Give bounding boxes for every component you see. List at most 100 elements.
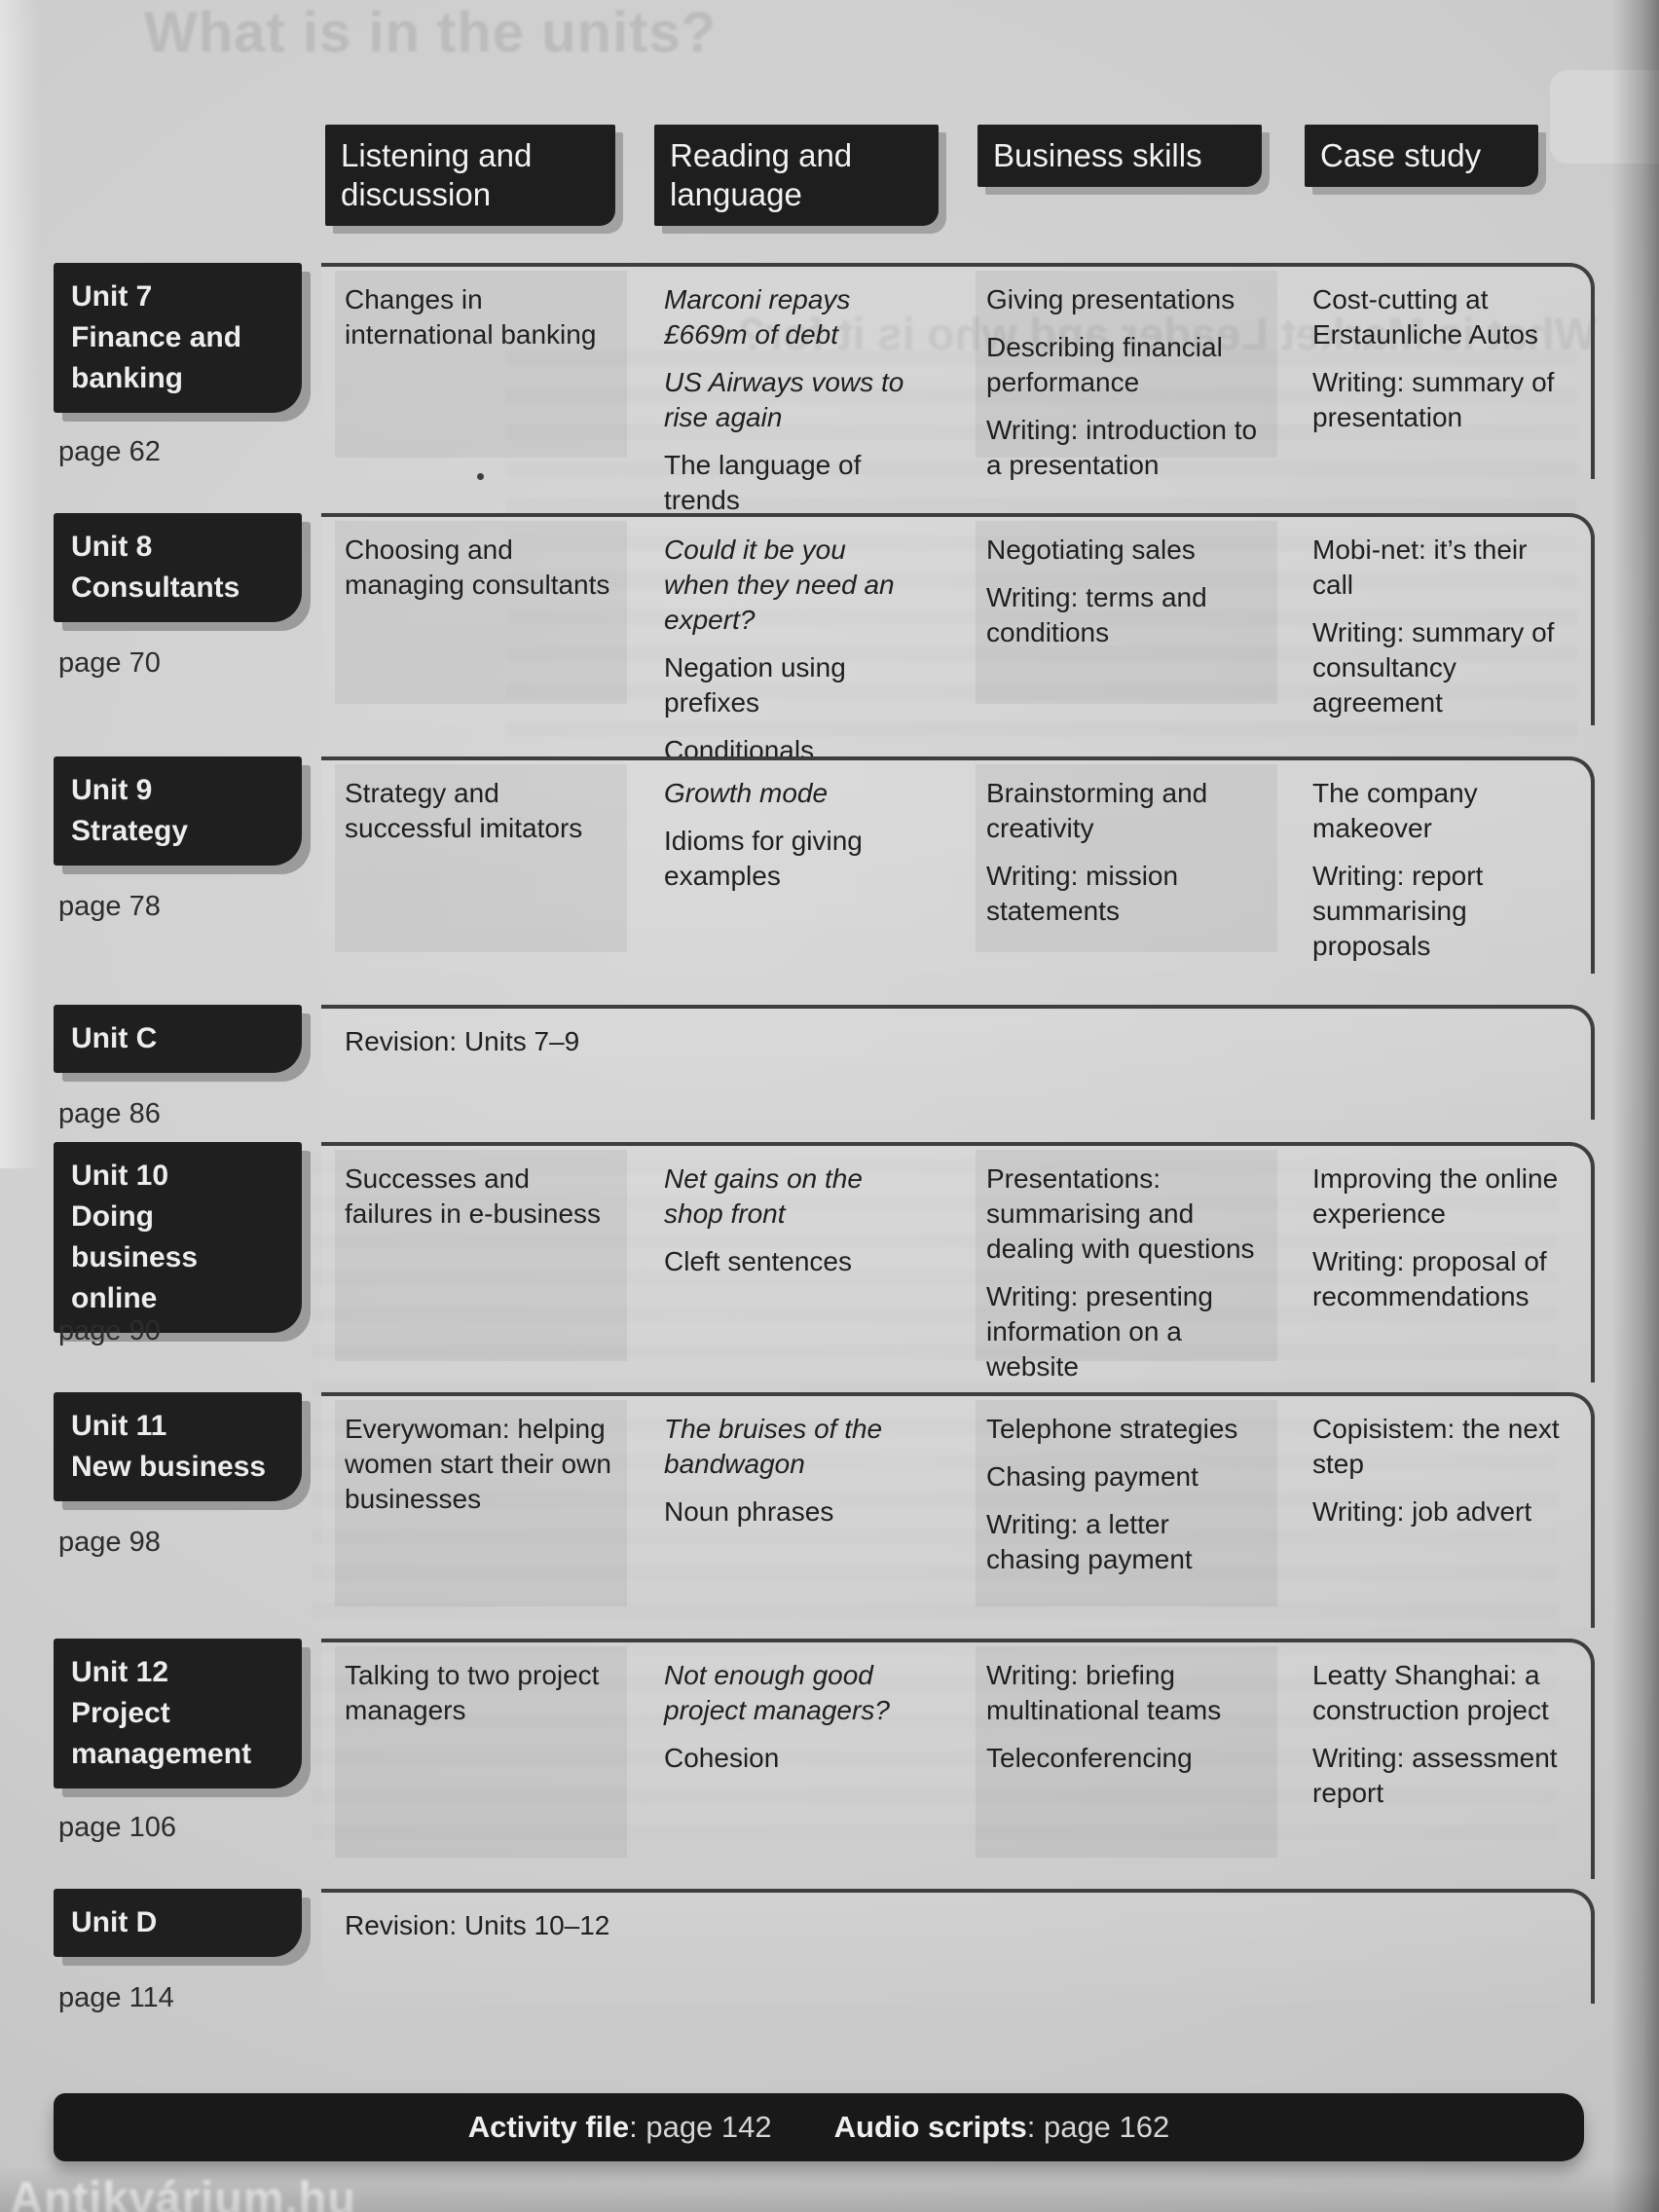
unit-10-label-box: Unit 10 Doing business online [54,1142,302,1333]
unit-9-case-study-cell: The company makeover Writing: report sum… [1312,776,1570,977]
case-study-item: Leatty Shanghai: a construction project [1312,1660,1549,1725]
unit-8-listening-cell: Choosing and managing consultants [345,533,622,615]
business-skills-item: Brainstorming and creativity [986,778,1208,843]
unit-11-page-ref: page 98 [58,1527,161,1558]
unit-d-content-panel: Revision: Units 10–12 [321,1889,1595,2004]
unit-10-listening-cell: Successes and failures in e-business [345,1161,622,1244]
ink-speck [477,473,484,480]
listening-item: Strategy and successful imitators [345,778,583,843]
reading-item: Marconi repays £669m of debt [664,284,851,350]
unit-8-content-panel: Choosing and managing consultants Could … [321,513,1595,765]
ghost-page-title: What is in the units? [144,1,718,64]
unit-number: Unit 7 [71,280,153,313]
column-header-listening: Listening and discussion [325,125,615,226]
unit-12-listening-cell: Talking to two project managers [345,1658,622,1741]
listening-item: Choosing and managing consultants [345,535,610,600]
revision-text: Revision: Units 10–12 [345,1910,610,1940]
reading-item: Growth mode [664,778,829,808]
unit-title-line: online [71,1282,158,1314]
unit-title-line: New business [71,1451,267,1483]
unit-title-line: Finance and [71,321,242,353]
column-tint [335,764,627,952]
reading-item: The bruises of the bandwagon [664,1414,883,1479]
business-skills-item: Teleconferencing [986,1743,1193,1773]
activity-file-ref: Activity file: page 142 [468,2110,772,2145]
unit-title-line: Doing business [71,1200,199,1273]
column-tint [335,1150,627,1361]
unit-7-label-box: Unit 7 Finance and banking [54,263,302,413]
unit-11-reading-cell: The bruises of the bandwagon Noun phrase… [664,1412,909,1542]
listening-item: Talking to two project managers [345,1660,600,1725]
reading-item: Cohesion [664,1743,780,1773]
unit-c-page-ref: page 86 [58,1098,161,1129]
unit-12-label-box: Unit 12 Project management [54,1639,302,1788]
column-tint [976,521,1277,704]
column-tint [335,1400,627,1606]
case-study-item: The company makeover [1312,778,1478,843]
unit-8-business-skills-cell: Negotiating sales Writing: terms and con… [986,533,1271,663]
unit-7-reading-cell: Marconi repays £669m of debt US Airways … [664,282,909,531]
unit-11-content-panel: Everywoman: helping women start their ow… [321,1392,1595,1628]
column-header-reading: Reading and language [654,125,939,226]
unit-7-listening-cell: Changes in international banking [345,282,622,365]
watermark-antikvarium: Antikvárium.hu [10,2171,356,2212]
business-skills-item: Negotiating sales [986,535,1196,565]
listening-item: Everywoman: helping women start their ow… [345,1414,611,1514]
unit-10-page-ref: page 90 [58,1315,161,1346]
column-tint [976,1150,1277,1361]
unit-12-business-skills-cell: Writing: briefing multinational teams Te… [986,1658,1271,1788]
unit-d-revision-cell: Revision: Units 10–12 [345,1908,1221,1956]
column-tint [976,1646,1277,1858]
revision-text: Revision: Units 7–9 [345,1026,580,1056]
audio-scripts-page: : page 162 [1026,2110,1170,2144]
column-header-label: Business skills [993,137,1202,173]
unit-title-line: Strategy [71,815,189,847]
unit-7-content-panel: Changes in international banking Marconi… [321,263,1595,515]
unit-c-content-panel: Revision: Units 7–9 [321,1005,1595,1120]
unit-d-label-box: Unit D [54,1889,302,1957]
listening-item: Changes in international banking [345,284,597,350]
case-study-item: Writing: summary of consultancy agreemen… [1312,617,1555,718]
unit-12-case-study-cell: Leatty Shanghai: a construction project … [1312,1658,1570,1824]
unit-7-page-ref: page 62 [58,436,161,467]
audio-scripts-label: Audio scripts [833,2110,1027,2144]
column-header-label: Case study [1320,137,1482,173]
unit-9-business-skills-cell: Brainstorming and creativity Writing: mi… [986,776,1271,941]
unit-10-business-skills-cell: Presentations: summarising and dealing w… [986,1161,1271,1397]
business-skills-item: Writing: introduction to a presentation [986,415,1258,480]
unit-8-case-study-cell: Mobi-net: it’s their call Writing: summa… [1312,533,1570,733]
business-skills-item: Writing: terms and conditions [986,582,1207,647]
page-edge-shadow [1612,0,1659,2212]
unit-9-reading-cell: Growth mode Idioms for giving examples [664,776,909,906]
case-study-item: Cost-cutting at Erstaunliche Autos [1312,284,1538,350]
column-header-case-study: Case study [1305,125,1538,187]
unit-number: Unit C [71,1022,158,1054]
unit-11-case-study-cell: Copisistem: the next step Writing: job a… [1312,1412,1570,1542]
activity-file-page: : page 142 [629,2110,772,2144]
page-curl [1550,70,1659,164]
unit-title-line: Project [71,1697,170,1729]
unit-9-label-box: Unit 9 Strategy [54,756,302,866]
reading-item: Idioms for giving examples [664,826,863,891]
unit-title-line: banking [71,362,184,394]
unit-10-reading-cell: Net gains on the shop front Cleft senten… [664,1161,909,1292]
unit-8-page-ref: page 70 [58,647,161,679]
business-skills-item: Chasing payment [986,1461,1198,1492]
column-tint [335,271,627,458]
unit-8-reading-cell: Could it be you when they need an expert… [664,533,909,781]
business-skills-item: Writing: mission statements [986,861,1179,926]
reading-item: Noun phrases [664,1496,834,1527]
business-skills-item: Telephone strategies [986,1414,1238,1444]
unit-12-content-panel: Talking to two project managers Not enou… [321,1639,1595,1879]
unit-12-reading-cell: Not enough good project managers? Cohesi… [664,1658,909,1788]
unit-9-content-panel: Strategy and successful imitators Growth… [321,756,1595,974]
activity-file-label: Activity file [467,2110,630,2144]
case-study-item: Writing: summary of presentation [1312,367,1555,432]
reading-item: Cleft sentences [664,1246,852,1276]
footer-bar: Activity file: page 142 Audio scripts: p… [54,2093,1584,2161]
unit-11-business-skills-cell: Telephone strategies Chasing payment Wri… [986,1412,1271,1590]
unit-number: Unit 10 [71,1160,169,1192]
case-study-item: Copisistem: the next step [1312,1414,1560,1479]
unit-number: Unit 9 [71,774,153,806]
